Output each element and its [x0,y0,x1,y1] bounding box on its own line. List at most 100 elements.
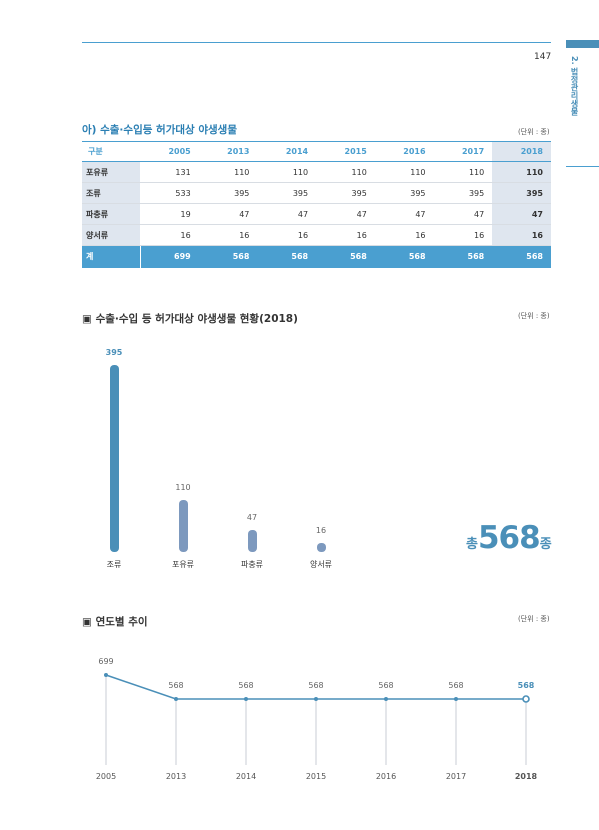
x-tick-label: 2014 [236,772,256,781]
section1-title: 아) 수출·수입등 허가대상 야생생물 [82,124,237,136]
data-point [314,697,318,701]
table-header-cell: 구분 [82,141,140,162]
row-label: 파충류 [82,203,141,225]
table-row: 조류 533 395 395 395 395 395 395 [82,182,551,204]
data-point [244,697,248,701]
total-cell: 568 [198,245,258,268]
table-cell: 395 [374,182,434,204]
table-header-cell: 2014 [257,141,317,162]
table-row: 파충류 19 47 47 47 47 47 47 [82,203,551,225]
data-label: 568 [168,681,183,690]
table-cell: 19 [140,203,199,225]
data-point [522,695,530,703]
row-label: 양서류 [82,224,141,246]
total-cell: 568 [433,245,493,268]
table-cell: 16 [316,224,375,246]
page-number: 147 [534,52,552,62]
bar-value-label: 110 [175,482,191,492]
x-tick-label: 2013 [166,772,186,781]
table-cell: 110 [257,161,317,183]
table-cell: 110 [374,161,434,183]
table-header-row: 구분 2005 2013 2014 2015 2016 2017 2018 [82,141,551,162]
data-point [174,697,178,701]
table-row: 양서류 16 16 16 16 16 16 16 [82,224,551,246]
total-cell: 568 [316,245,375,268]
table-cell: 395 [198,182,258,204]
bar-value-label: 47 [246,512,258,522]
total-suffix: 종 [539,537,552,552]
data-label: 568 [238,681,253,690]
bar [316,543,326,552]
data-label: 568 [448,681,463,690]
data-table: 구분 2005 2013 2014 2015 2016 2017 2018 포유… [82,141,551,268]
series-line [105,674,526,700]
total-label: 계 [82,245,141,268]
table-cell: 47 [492,203,551,225]
table-cell: 110 [316,161,375,183]
table-row: 포유류 131 110 110 110 110 110 110 [82,161,551,183]
table-cell: 110 [198,161,258,183]
side-rule [566,166,599,167]
bar-category-label: 양서류 [309,560,333,569]
table-header-cell: 2015 [316,141,375,162]
table-cell: 16 [433,224,493,246]
bar-category-label: 파충류 [240,560,264,569]
total-summary: 총568종 [466,520,552,556]
total-cell: 568 [257,245,317,268]
section1-unit: (단위 : 종) [518,128,550,136]
table-cell: 395 [492,182,551,204]
x-tick-label: 2015 [306,772,326,781]
table-cell: 395 [316,182,375,204]
bar-category-label: 포유류 [171,560,195,569]
table-cell: 16 [492,224,551,246]
table-header-cell: 2016 [374,141,434,162]
section2-unit: (단위 : 종) [518,312,550,320]
table-cell: 16 [257,224,317,246]
total-prefix: 총 [466,537,478,552]
data-label: 568 [378,681,393,690]
section2-title: ▣ 수출·수입 등 허가대상 야생생물 현황(2018) [82,313,298,325]
table-cell: 16 [374,224,434,246]
table-cell: 47 [374,203,434,225]
row-label: 조류 [82,182,141,204]
table-cell: 131 [140,161,199,183]
bar [178,499,188,552]
table-cell: 395 [257,182,317,204]
table-cell: 16 [198,224,258,246]
data-label: 568 [518,681,535,690]
table-header-cell: 2017 [433,141,493,162]
table-header-cell: 2018 [492,141,551,162]
x-tick-label: 2005 [96,772,116,781]
data-point [384,697,388,701]
total-cell: 568 [492,245,551,268]
table-cell: 47 [433,203,493,225]
total-cell: 568 [374,245,434,268]
table-cell: 533 [140,182,199,204]
data-label: 699 [98,657,113,666]
data-label: 568 [308,681,323,690]
data-point [104,673,108,677]
table-cell: 47 [257,203,317,225]
row-label: 포유류 [82,161,141,183]
bar-value-label: 16 [315,526,327,535]
side-label: 2. 법정관리생물 [570,56,579,116]
side-tab [566,40,599,48]
table-cell: 47 [198,203,258,225]
table-cell: 16 [140,224,199,246]
table-total-row: 계 699 568 568 568 568 568 568 [82,245,551,268]
bar-value-label: 395 [105,348,123,357]
data-point [454,697,458,701]
bar [109,365,119,552]
table-cell: 110 [492,161,551,183]
bar-category-label: 조류 [106,560,122,569]
top-rule [82,42,551,43]
x-tick-label: 2018 [515,772,538,781]
table-header-cell: 2005 [140,141,199,162]
table-cell: 395 [433,182,493,204]
total-value: 568 [477,520,541,556]
total-cell: 699 [140,245,199,268]
section3-title: ▣ 연도별 추이 [82,616,148,628]
section3-unit: (단위 : 종) [518,615,550,623]
bar [247,529,257,552]
table-cell: 47 [316,203,375,225]
